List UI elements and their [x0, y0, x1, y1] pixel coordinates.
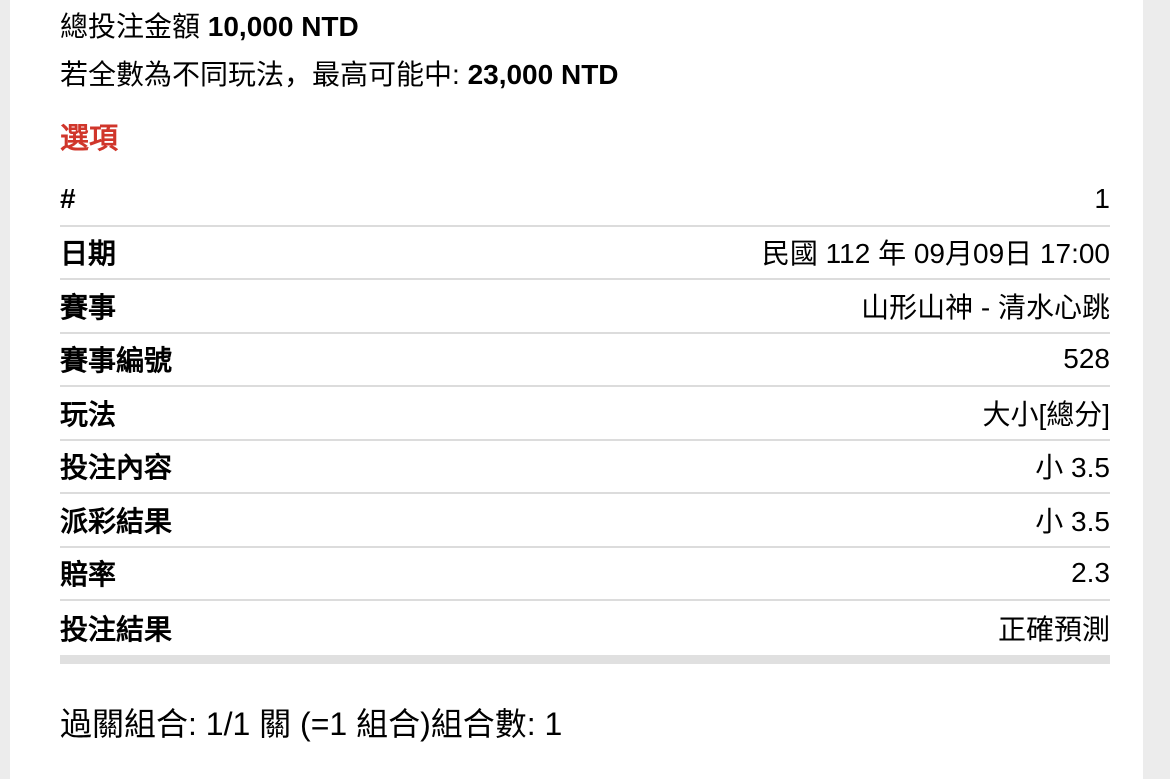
row-label: 玩法 [60, 398, 117, 430]
row-value: 小 3.5 [1035, 452, 1110, 484]
table-row-bet-content: 投注內容 小 3.5 [60, 441, 1110, 494]
left-edge-strip [0, 0, 10, 779]
row-value: 民國 112 年 09月09日 17:00 [761, 238, 1110, 270]
row-label: 賽事編號 [60, 345, 173, 377]
table-row-match-id: 賽事編號 528 [60, 334, 1110, 387]
right-edge-strip [1143, 0, 1170, 779]
row-label: 投注結果 [60, 613, 173, 645]
row-value: 小 3.5 [1035, 505, 1110, 537]
row-label: 投注內容 [60, 452, 173, 484]
table-row-bet-result: 投注結果 正確預測 [60, 601, 1110, 655]
total-bet-amount-label: 總投注金額 [60, 11, 208, 42]
options-section-title: 選項 [60, 123, 119, 155]
bet-details-table: # 1 日期 民國 112 年 09月09日 17:00 賽事 山形山神 - 清… [60, 173, 1110, 655]
row-label: 日期 [60, 238, 117, 270]
parlay-combination-summary: 過關組合: 1/1 關 (=1 組合)組合數: 1 [60, 705, 563, 742]
table-bottom-divider [60, 654, 1110, 664]
row-value: 山形山神 - 清水心跳 [861, 291, 1110, 323]
table-row-match: 賽事 山形山神 - 清水心跳 [60, 280, 1110, 334]
max-possible-win-value: 23,000 NTD [467, 59, 619, 90]
row-label: # [60, 182, 76, 214]
row-label: 賠率 [60, 559, 117, 591]
max-possible-win-label: 若全數為不同玩法，最高可能中: [60, 59, 468, 90]
row-label: 賽事 [60, 291, 117, 323]
row-value: 大小[總分] [982, 398, 1110, 430]
max-possible-win-line: 若全數為不同玩法，最高可能中: 23,000 NTD [60, 51, 1110, 99]
row-value: 528 [1063, 343, 1110, 375]
table-row-number: # 1 [60, 173, 1110, 227]
table-row-odds: 賠率 2.3 [60, 548, 1110, 601]
row-value: 正確預測 [997, 613, 1110, 645]
bet-record-page: 總投注金額 10,000 NTD 若全數為不同玩法，最高可能中: 23,000 … [10, 0, 1143, 746]
table-row-payout-result: 派彩結果 小 3.5 [60, 494, 1110, 548]
row-value: 1 [1094, 182, 1110, 214]
row-value: 2.3 [1071, 557, 1110, 589]
total-bet-amount-value: 10,000 NTD [207, 11, 359, 42]
table-row-date: 日期 民國 112 年 09月09日 17:00 [60, 227, 1110, 280]
table-row-play-type: 玩法 大小[總分] [60, 387, 1110, 441]
row-label: 派彩結果 [60, 505, 173, 537]
total-bet-amount-line: 總投注金額 10,000 NTD [60, 3, 1110, 51]
